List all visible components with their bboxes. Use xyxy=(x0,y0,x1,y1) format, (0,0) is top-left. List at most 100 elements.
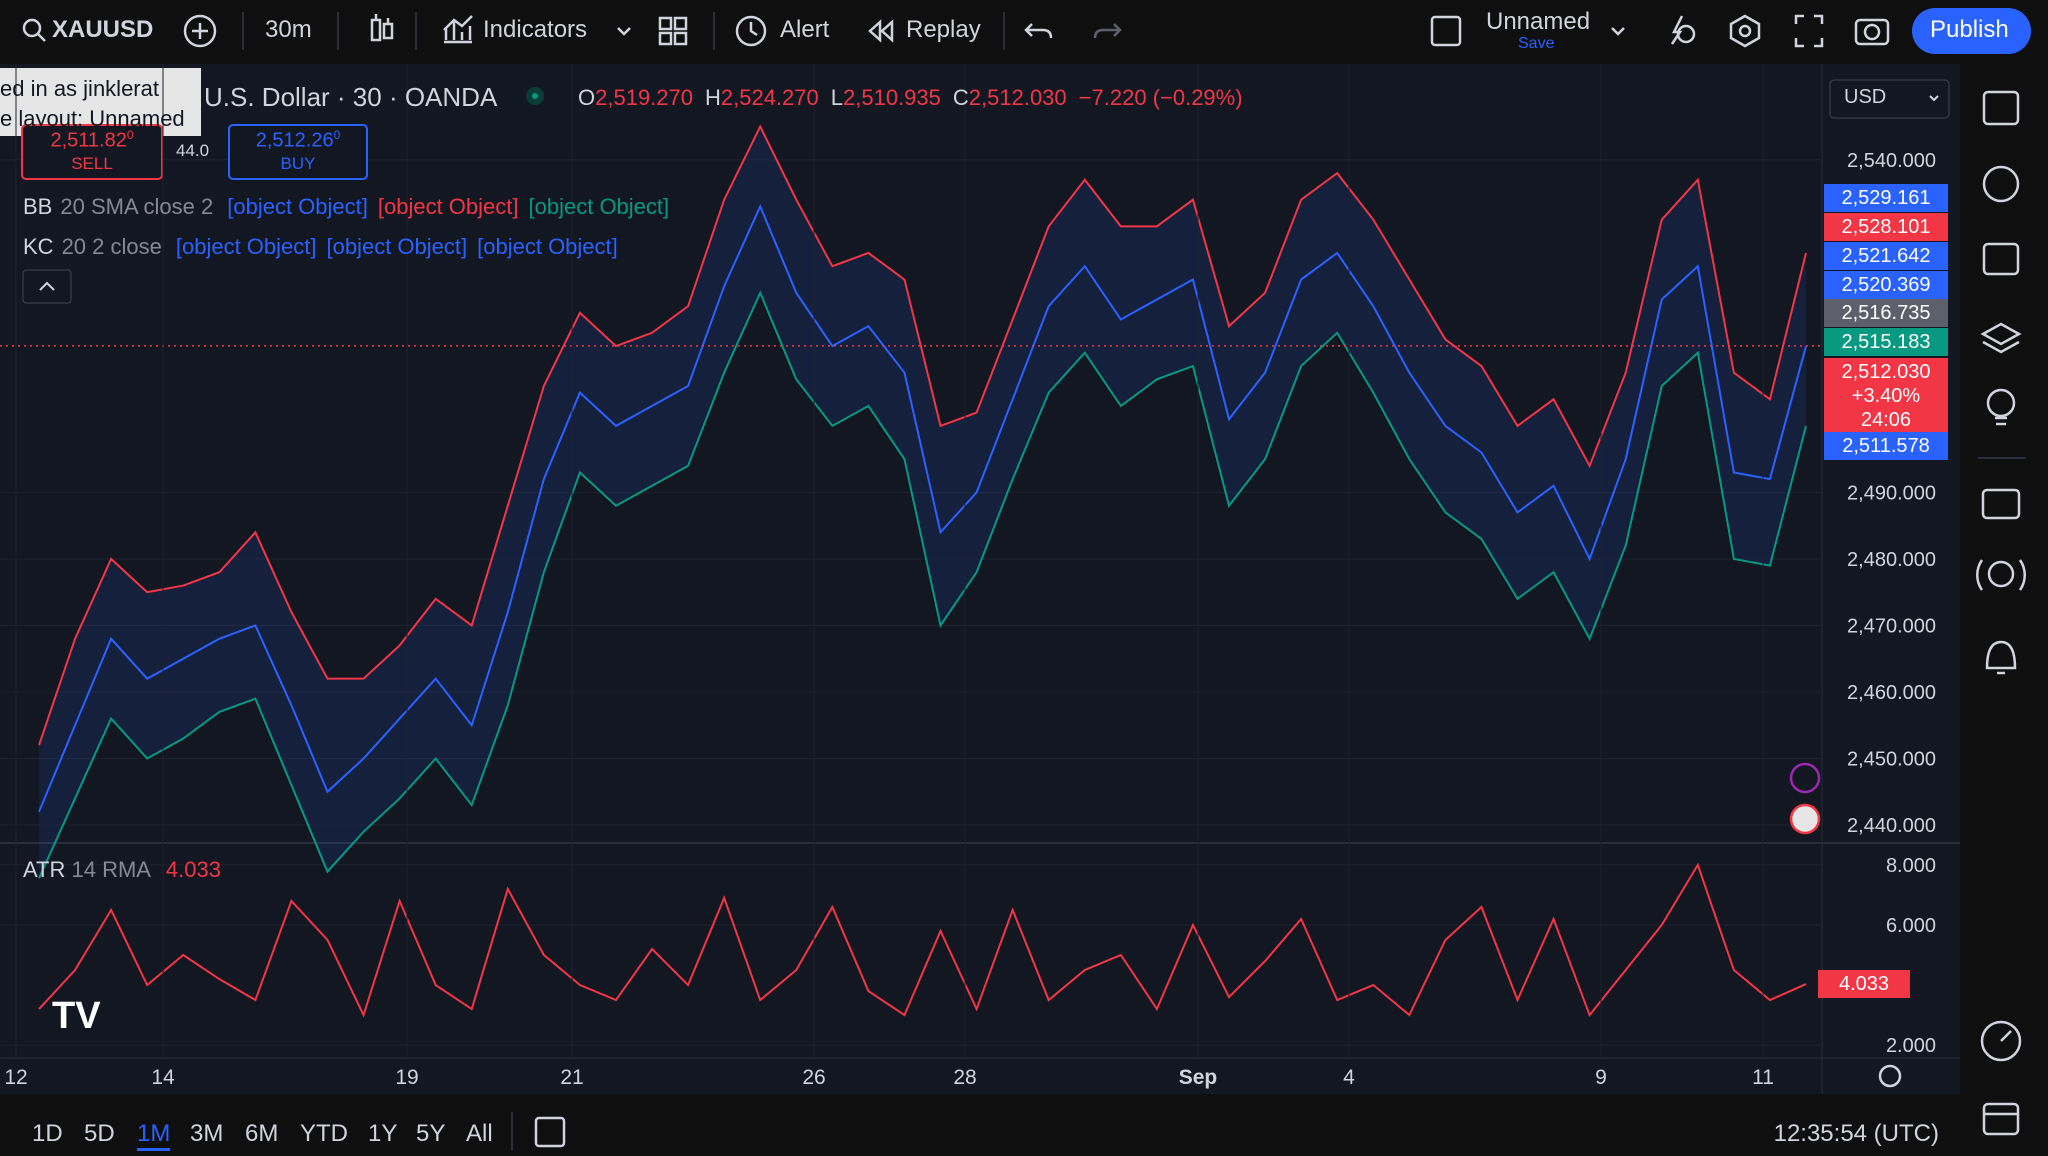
series-line xyxy=(38,862,1807,1018)
buy-price-main: 2,512.26 xyxy=(255,129,334,152)
ohlc-value: 2,510.935 xyxy=(843,85,941,110)
study-value: [object Object] xyxy=(326,234,468,259)
range-button[interactable]: 5Y xyxy=(416,1120,446,1147)
studies: BB 20 SMA close 2 [object Object] [object O… xyxy=(23,194,679,274)
y-tick-label: 2,480.000 xyxy=(1847,549,1936,571)
save[interactable]: Save xyxy=(1518,35,1555,52)
range-button[interactable]: 1D xyxy=(32,1120,63,1147)
range-button[interactable]: 5D xyxy=(84,1120,115,1147)
separator xyxy=(337,12,339,50)
sell-price[interactable]: 2,511.820 xyxy=(22,128,162,153)
study-value: [object Object] xyxy=(528,194,670,219)
publish[interactable]: Publish xyxy=(1930,16,2009,43)
ohlc-key: C xyxy=(952,85,969,110)
sell-price-sup: 0 xyxy=(126,128,134,142)
x-tick-label: 14 xyxy=(151,1066,175,1089)
last-change: +3.40% xyxy=(1851,385,1921,407)
alert[interactable]: Alert xyxy=(780,16,830,43)
ohlc-key: L xyxy=(830,85,844,110)
interval[interactable]: 30m xyxy=(265,16,312,43)
study-row: BB 20 SMA close 2 [object Object] [object O… xyxy=(23,194,679,234)
series-line xyxy=(38,203,1807,813)
settings-icon[interactable] xyxy=(1878,1064,1902,1088)
collapse-button[interactable] xyxy=(22,269,72,304)
sell-price-main: 2,511.82 xyxy=(50,129,127,152)
price-badge: 2,511.578 xyxy=(1824,432,1948,460)
x-tick-label: 26 xyxy=(802,1066,825,1089)
x-tick-label: 19 xyxy=(395,1066,418,1089)
ohlc-key: O xyxy=(578,85,596,110)
price-badge: 2,515.183 xyxy=(1824,328,1948,356)
range-button[interactable]: 6M xyxy=(245,1120,279,1147)
last-price-badge: 2,512.030 +3.40% 24:06 xyxy=(1824,358,1948,434)
atr-badge: 4.033 xyxy=(1818,970,1910,998)
ohlc-change: −7.220 (−0.29%) xyxy=(1078,85,1243,110)
study-value: [object Object] xyxy=(227,194,368,219)
buy-label[interactable]: BUY xyxy=(280,154,316,173)
calendar-icon[interactable] xyxy=(534,1116,566,1148)
y-tick-label: 2,490.000 xyxy=(1847,482,1936,504)
price-badge: 2,528.101 xyxy=(1824,213,1948,241)
layout-name[interactable]: Unnamed xyxy=(1486,8,1591,35)
sidebar-icons xyxy=(1975,90,2027,1136)
spread: 44.0 xyxy=(176,141,210,160)
last-price: 2,512.030 xyxy=(1841,361,1931,383)
replay[interactable]: Replay xyxy=(906,16,981,43)
currency[interactable]: USD xyxy=(1844,86,1887,108)
study-value: [object Object] xyxy=(377,194,519,219)
ohlc-value: 2,512.030 xyxy=(968,85,1067,110)
x-tick-label: 4 xyxy=(1343,1066,1355,1089)
buy-price[interactable]: 2,512.260 xyxy=(229,128,367,153)
range-button[interactable]: 1M xyxy=(137,1120,171,1151)
currency-chevron xyxy=(1929,95,1939,102)
x-tick-label: 12 xyxy=(4,1066,27,1089)
study-name: BB xyxy=(23,194,53,219)
study-value: [object Object] xyxy=(477,234,618,259)
study-params: 20 SMA close 2 xyxy=(60,194,214,219)
sell-label[interactable]: SELL xyxy=(71,154,113,173)
series-line xyxy=(38,124,1807,746)
study-name: KC xyxy=(23,234,54,259)
range-button[interactable]: 3M xyxy=(190,1120,224,1147)
tv-logo: TV xyxy=(52,995,101,1037)
publish-button[interactable] xyxy=(1912,8,2031,54)
indicators[interactable]: Indicators xyxy=(483,16,588,43)
separator xyxy=(242,12,244,50)
y-tick-label: 2,440.000 xyxy=(1847,815,1936,837)
y-tick-label: 2,460.000 xyxy=(1847,682,1936,704)
separator xyxy=(1003,12,1005,50)
sell-button[interactable] xyxy=(21,124,163,180)
range-button[interactable]: All xyxy=(466,1120,493,1147)
flag-icon[interactable] xyxy=(1789,803,1821,835)
atr-value: 4.033 xyxy=(165,857,221,882)
x-tick-label: 9 xyxy=(1595,1066,1607,1089)
separator xyxy=(415,12,417,50)
symbol[interactable]: XAUUSD xyxy=(52,16,154,43)
price-badge: 2,520.369 xyxy=(1824,271,1948,299)
buy-button[interactable] xyxy=(228,124,368,180)
ohlc-value: 2,524.270 xyxy=(720,85,819,110)
price-badge: 2,516.735 xyxy=(1824,299,1948,327)
range-button[interactable]: YTD xyxy=(300,1120,348,1147)
y-tick-label: 2,450.000 xyxy=(1847,749,1936,771)
toolbar-icons xyxy=(22,14,1890,48)
market-status xyxy=(526,87,544,105)
x-tick-label: 28 xyxy=(953,1066,976,1089)
ohlc-value: 2,519.270 xyxy=(595,85,693,110)
currency-box[interactable] xyxy=(1829,79,1950,119)
tooltip-line: e layout: Unnamed xyxy=(0,106,185,131)
ohlc: O2,519.270 H2,524.270 L2,510.935 C2,512.030… xyxy=(578,85,1243,111)
symbol-title: U.S. Dollar · 30 · OANDA xyxy=(204,82,498,112)
price-badge: 2,529.161 xyxy=(1824,184,1948,212)
ohlc-key: H xyxy=(705,85,721,110)
band-area xyxy=(39,126,1806,879)
study-value: [object Object] xyxy=(175,234,317,259)
separator xyxy=(713,12,715,50)
flash-icon[interactable] xyxy=(1789,762,1821,794)
atr-name: ATR xyxy=(23,857,66,882)
atr-legend: ATR 14 RMA 4.033 xyxy=(23,857,221,883)
band-fill xyxy=(39,126,1806,879)
range-button[interactable]: 1Y xyxy=(368,1120,398,1147)
